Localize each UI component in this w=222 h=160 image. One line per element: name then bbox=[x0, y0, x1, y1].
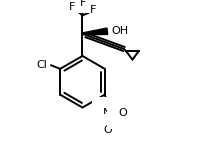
Text: F: F bbox=[90, 5, 97, 15]
Text: Cl: Cl bbox=[36, 60, 47, 70]
Text: O: O bbox=[103, 125, 112, 135]
Text: F: F bbox=[80, 0, 87, 8]
Text: O: O bbox=[118, 108, 127, 118]
Polygon shape bbox=[82, 28, 108, 35]
Text: OH: OH bbox=[111, 26, 128, 36]
Text: F: F bbox=[69, 2, 75, 12]
Text: N: N bbox=[103, 108, 112, 118]
